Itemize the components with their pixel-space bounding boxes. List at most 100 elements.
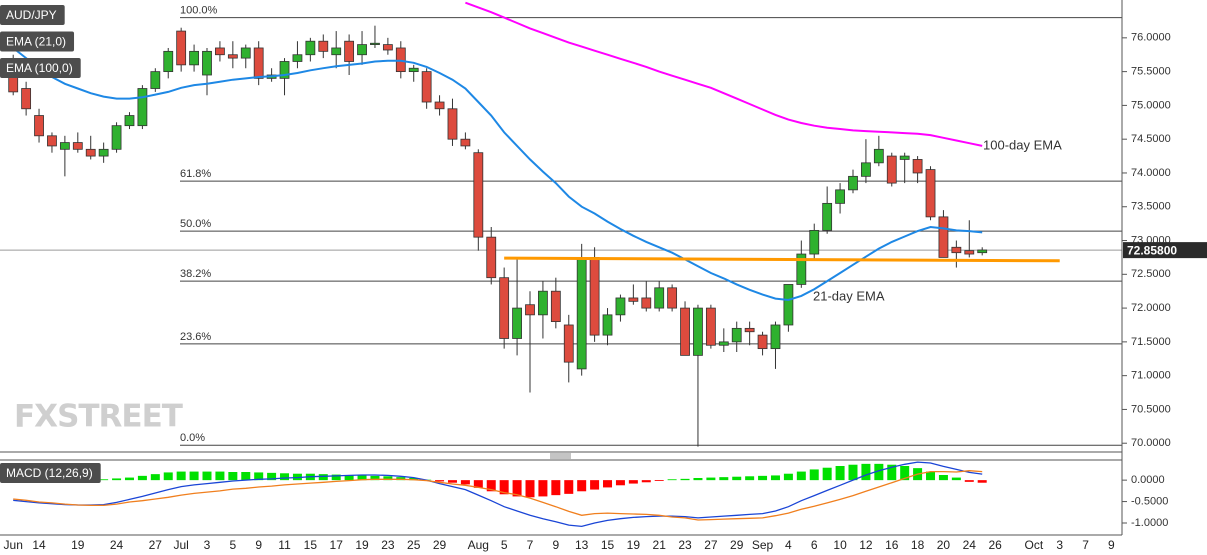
- candle-body: [770, 324, 781, 350]
- candle-body: [563, 324, 574, 363]
- y-tick-label: 76.0000: [1131, 32, 1171, 44]
- y-tick-label: 75.5000: [1131, 66, 1171, 78]
- histogram-bar: [654, 480, 664, 481]
- x-tick-label: 18: [911, 538, 925, 552]
- x-tick-label: 17: [330, 538, 344, 552]
- histogram-bar: [163, 472, 173, 481]
- candle-body: [189, 50, 199, 66]
- histogram-bar: [267, 472, 277, 481]
- y-tick-label: 72.0000: [1131, 302, 1171, 314]
- candle-body: [899, 155, 910, 160]
- histogram-bar: [241, 472, 251, 481]
- histogram-bar: [641, 480, 651, 483]
- x-tick-label: 25: [407, 538, 421, 552]
- histogram-bar: [124, 477, 134, 481]
- histogram-bar: [615, 480, 625, 486]
- histogram-bar: [964, 480, 974, 482]
- overlay: 70.000070.500071.000071.500072.000072.50…: [0, 4, 1207, 552]
- x-tick-label: 23: [678, 538, 692, 552]
- histogram-bar: [577, 480, 587, 492]
- drag-handle[interactable]: [550, 453, 571, 459]
- candle-body: [667, 287, 678, 309]
- candle-body: [111, 125, 122, 150]
- x-tick-label: Aug: [468, 538, 489, 552]
- candle-body: [253, 47, 264, 79]
- histogram-bar: [732, 476, 742, 481]
- x-tick-label: 9: [552, 538, 559, 552]
- histogram-bar: [396, 477, 406, 481]
- level-label: 50.0%: [180, 218, 211, 230]
- x-tick-label: 4: [785, 538, 792, 552]
- histogram-bar: [150, 474, 160, 481]
- candle-body: [279, 61, 290, 79]
- histogram-bar: [628, 480, 638, 484]
- candle-body: [59, 142, 70, 150]
- candle-body: [47, 135, 57, 147]
- histogram-bar: [292, 473, 302, 481]
- x-tick-label: 3: [204, 538, 211, 552]
- candle-body: [744, 327, 755, 333]
- x-tick-label: 19: [355, 538, 369, 552]
- annotation: 21-day EMA: [813, 288, 885, 303]
- candle-body: [318, 40, 329, 52]
- candle-body: [951, 246, 962, 254]
- x-tick-label: 29: [730, 538, 744, 552]
- histogram-bar: [680, 478, 690, 481]
- histogram-bar: [473, 480, 483, 488]
- candle-body: [305, 40, 316, 56]
- candle-body: [85, 148, 96, 157]
- y-tick-label: 73.5000: [1131, 201, 1171, 213]
- histogram-bar: [706, 477, 716, 481]
- x-tick-label: 15: [304, 538, 318, 552]
- candle-body: [370, 42, 380, 45]
- histogram-bar: [783, 473, 793, 481]
- candle-body: [447, 108, 458, 140]
- candle-body: [680, 307, 690, 356]
- macd-plot: [8, 461, 987, 528]
- histogram-bar: [447, 480, 457, 483]
- histogram-bar: [900, 466, 910, 481]
- legend-box: [0, 58, 81, 78]
- histogram-bar: [538, 480, 548, 497]
- histogram-bar: [215, 471, 225, 481]
- x-tick-label: 3: [1056, 538, 1063, 552]
- level-label: 100.0%: [180, 4, 218, 16]
- candle-body: [34, 115, 44, 137]
- histogram-bar: [603, 480, 613, 488]
- candle-body: [499, 277, 510, 339]
- candle-body: [796, 253, 807, 285]
- x-tick-label: 19: [627, 538, 641, 552]
- candle-body: [292, 54, 303, 62]
- x-tick-label: 16: [885, 538, 899, 552]
- candle-body: [925, 169, 936, 218]
- x-tick-label: 13: [575, 538, 589, 552]
- x-tick-label: 15: [601, 538, 615, 552]
- histogram-bar: [435, 480, 445, 482]
- candle-body: [434, 101, 445, 110]
- histogram-bar: [719, 477, 729, 481]
- x-tick-label: 27: [704, 538, 718, 552]
- legend-box: [0, 31, 75, 52]
- x-tick-label: Oct: [1025, 538, 1044, 552]
- histogram-bar: [938, 475, 948, 481]
- level-label: 0.0%: [180, 432, 205, 444]
- legend-label: AUD/JPY: [6, 8, 57, 22]
- x-tick-label: 24: [963, 538, 977, 552]
- candle-body: [395, 47, 406, 73]
- candle-body: [550, 290, 561, 323]
- histogram-bar: [887, 464, 897, 481]
- histogram-bar: [331, 474, 341, 481]
- x-tick-label: 7: [527, 538, 534, 552]
- y-tick-label: 72.5000: [1131, 268, 1171, 280]
- histogram-bar: [512, 480, 522, 497]
- candle-body: [576, 257, 587, 370]
- y-tick-label: 74.5000: [1131, 133, 1171, 145]
- candle-body: [460, 138, 471, 147]
- candle-body: [757, 334, 768, 350]
- candle-body: [215, 47, 225, 56]
- main-plot: [0, 1, 1122, 447]
- level-label: 23.6%: [180, 331, 211, 343]
- candle-body: [615, 297, 626, 316]
- y-tick-label: 70.5000: [1131, 403, 1171, 415]
- candle-body: [848, 175, 858, 191]
